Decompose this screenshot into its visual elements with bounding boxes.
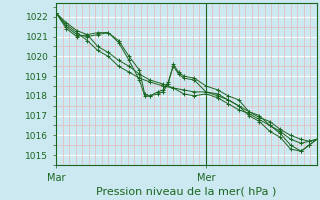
X-axis label: Pression niveau de la mer( hPa ): Pression niveau de la mer( hPa ) xyxy=(96,187,276,197)
